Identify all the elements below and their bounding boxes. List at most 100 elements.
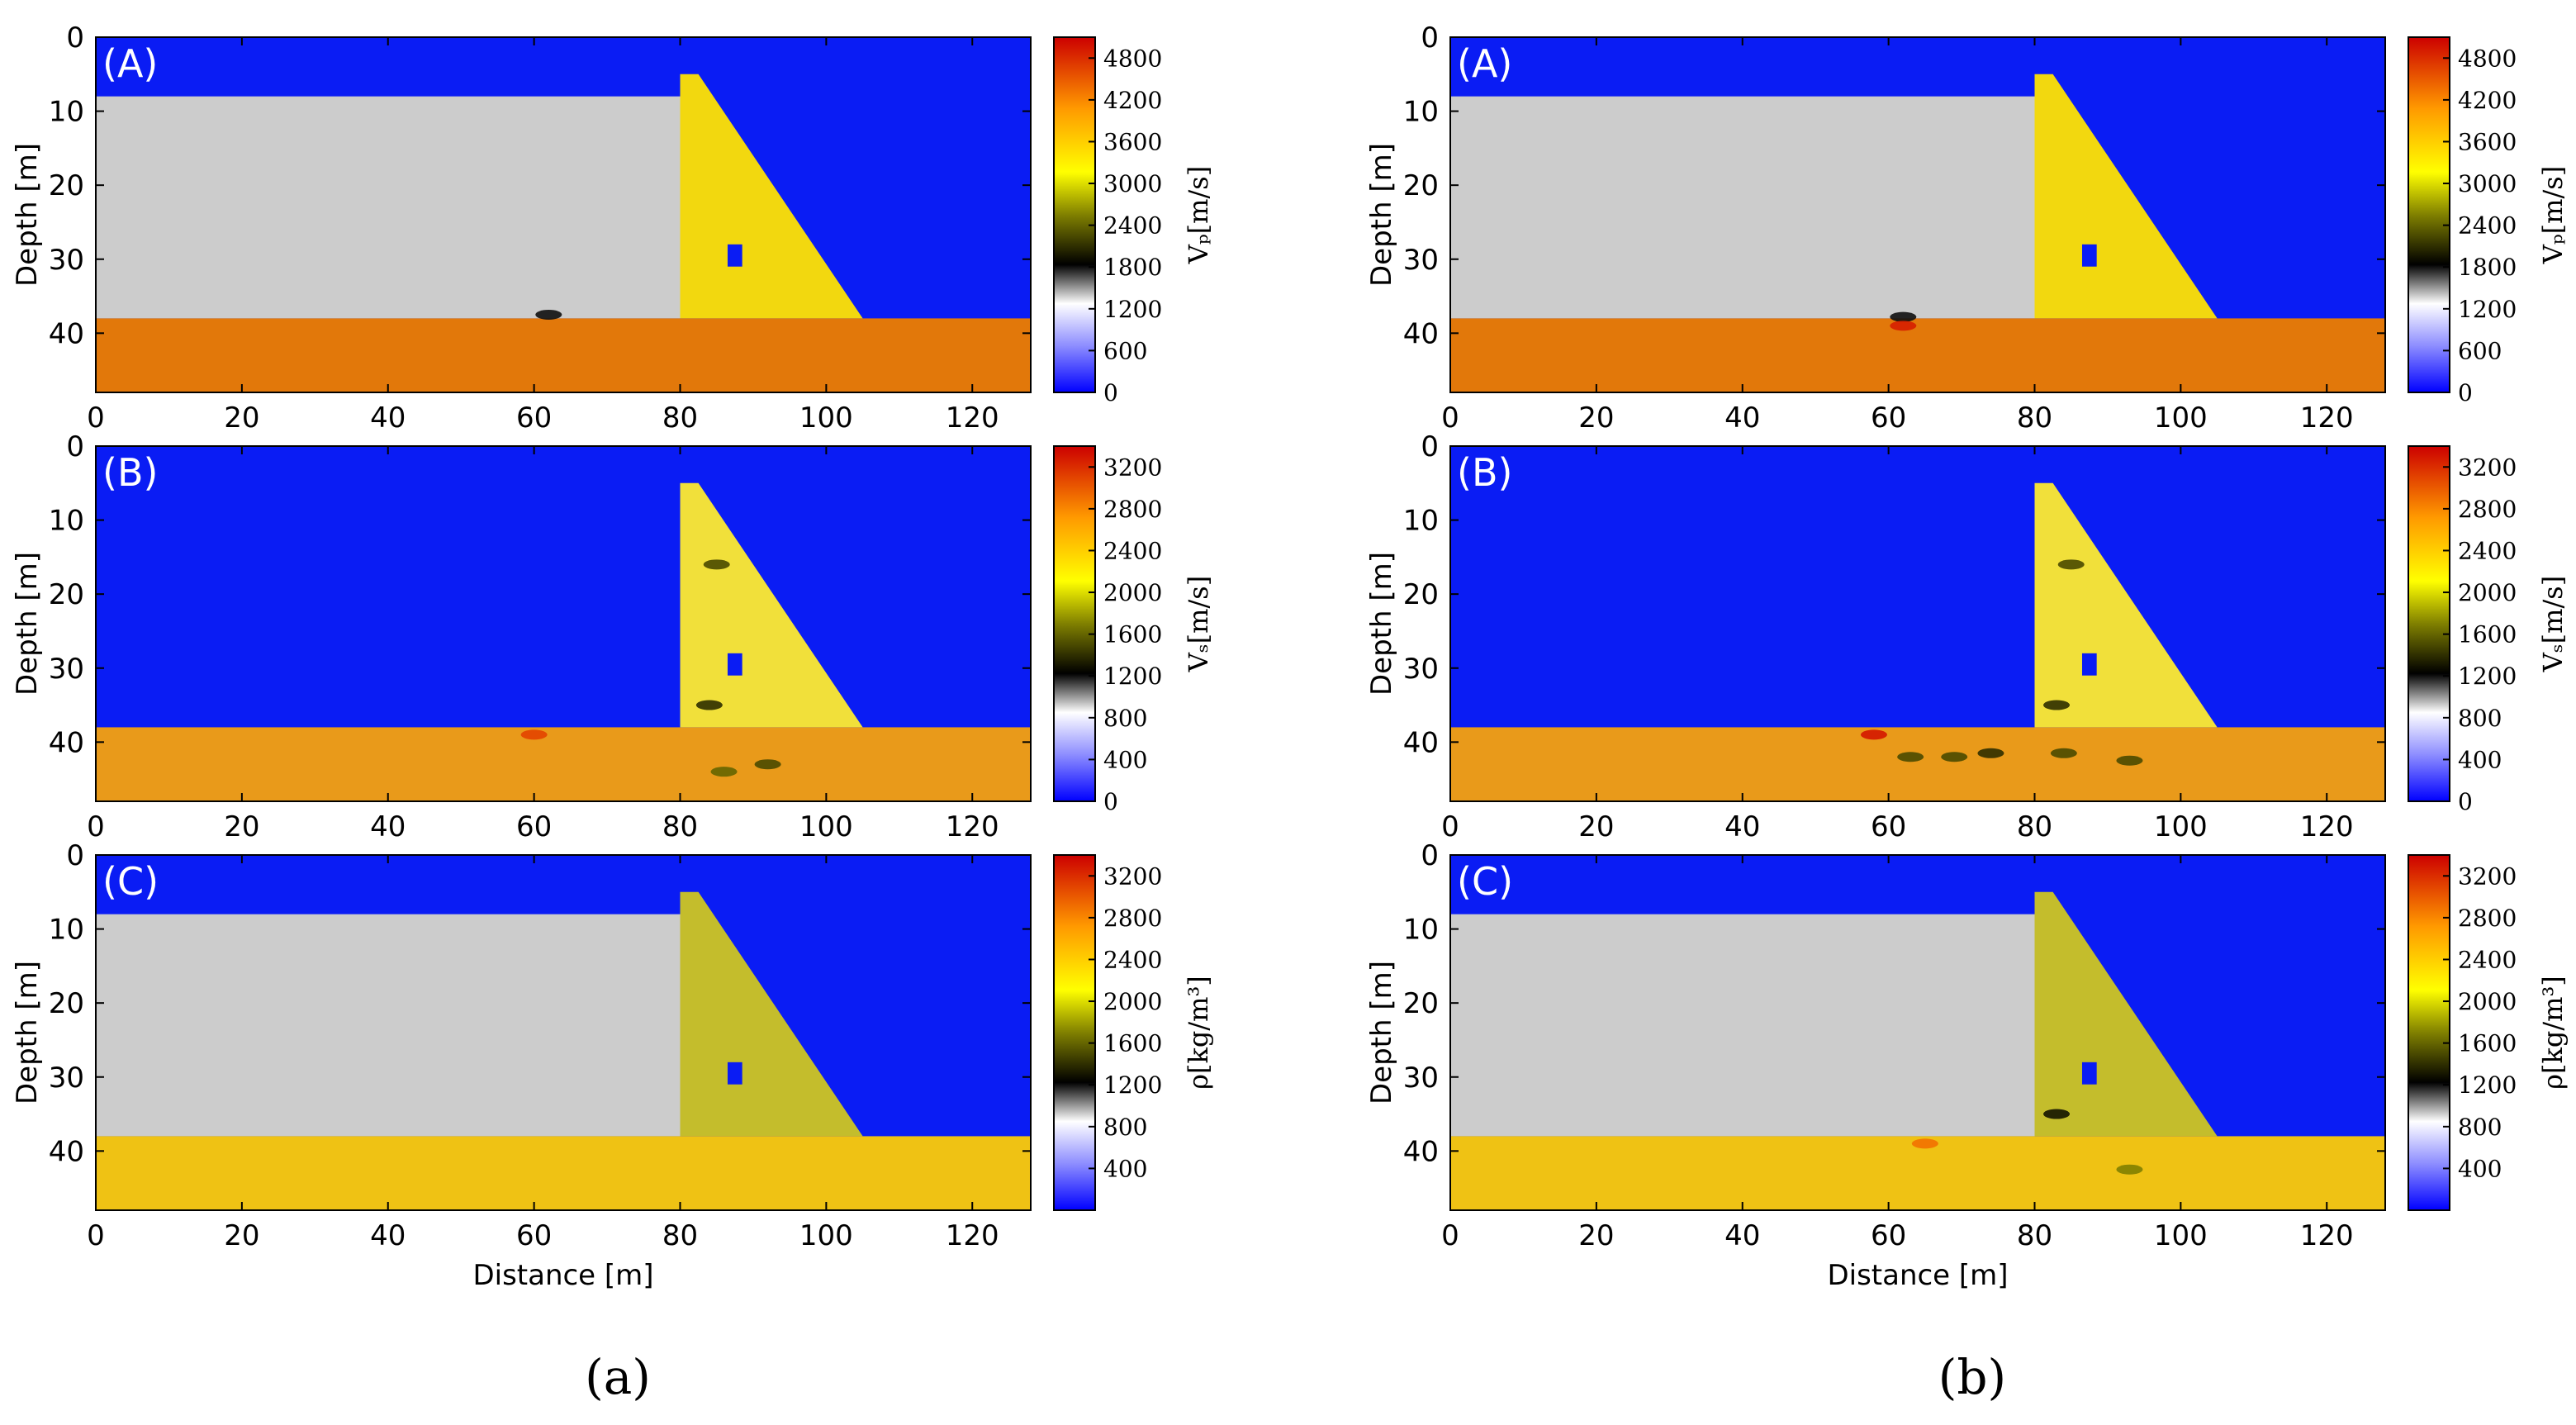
anomaly-mark [520, 729, 548, 740]
colorbar-tick-label: 2800 [1103, 905, 1162, 932]
colorbar-tick-label: 2000 [1103, 988, 1162, 1015]
colorbar-tick-label: 800 [1103, 1114, 1147, 1141]
colorbar-tick-label: 2000 [2458, 579, 2517, 606]
x-tick-label: 60 [1871, 401, 1906, 435]
y-tick-label: 10 [1403, 96, 1439, 129]
panel-label: (C) [1457, 859, 1513, 904]
colorbar-tick-label: 2000 [1103, 579, 1162, 606]
colorbar-label: ρ[kg/m³] [1183, 976, 1214, 1090]
colorbar-tick-label: 1800 [2458, 254, 2517, 281]
y-tick-label: 20 [1403, 987, 1439, 1020]
x-tick-label: 120 [2300, 1219, 2354, 1252]
x-tick-label: 120 [2300, 401, 2354, 435]
y-tick-label: 30 [49, 653, 84, 686]
x-axis-label: Distance [m] [1827, 1259, 2008, 1292]
colorbar-tick-label: 1800 [1103, 254, 1162, 281]
plot-frame [95, 36, 1032, 393]
y-tick-label: 30 [49, 244, 84, 277]
colorbar-tick-label: 1200 [1103, 663, 1162, 690]
y-axis-label: Depth [m] [1365, 552, 1398, 696]
anomaly-mark [754, 759, 781, 770]
colorbar-tick-label: 4200 [1103, 87, 1162, 114]
colorbar-tick-label: 1200 [2458, 296, 2517, 323]
colorbar-tick-label: 3200 [2458, 862, 2517, 890]
panel-label: (B) [1457, 450, 1512, 495]
colorbar-label: Vₛ[m/s] [2537, 576, 2569, 672]
colorbar-tick-label: 400 [1103, 1155, 1147, 1182]
colorbar-tick-label: 800 [2458, 705, 2502, 732]
x-tick-label: 60 [1871, 1219, 1906, 1252]
gallery-void [727, 1062, 742, 1085]
y-axis-label: Depth [m] [1365, 143, 1398, 287]
x-tick-label: 0 [87, 401, 105, 435]
colorbar-tick-label: 2800 [1103, 496, 1162, 523]
colorbar-tick-label: 400 [2458, 746, 2502, 773]
y-tick-label: 20 [49, 578, 84, 611]
y-tick-label: 40 [49, 726, 84, 759]
y-tick-label: 30 [1403, 1062, 1439, 1095]
colorbar-tick-label: 0 [1103, 379, 1118, 406]
bedrock-layer [1450, 1136, 2385, 1210]
colorbar [2408, 445, 2450, 802]
y-tick-label: 0 [66, 430, 84, 463]
y-tick-label: 40 [1403, 726, 1439, 759]
anomaly-mark [2057, 559, 2085, 570]
dam-body [680, 74, 863, 319]
colorbar-tick-label: 1600 [1103, 621, 1162, 648]
x-tick-label: 0 [87, 1219, 105, 1252]
x-tick-label: 40 [1724, 810, 1760, 843]
x-tick-label: 40 [370, 401, 406, 435]
x-tick-label: 80 [662, 401, 698, 435]
x-tick-label: 20 [1578, 401, 1614, 435]
y-tick-label: 40 [49, 1135, 84, 1168]
y-axis-label: Depth [m] [1365, 961, 1398, 1104]
y-tick-label: 10 [1403, 505, 1439, 538]
colorbar-tick-label: 0 [1103, 788, 1118, 815]
reservoir-sediment [1450, 914, 2035, 1137]
colorbar-tick-label: 2000 [2458, 988, 2517, 1015]
gallery-void [2081, 653, 2097, 676]
anomaly-mark [2116, 1164, 2143, 1175]
colorbar-label: Vₚ[m/s] [2537, 166, 2569, 264]
y-tick-label: 20 [49, 169, 84, 202]
anomaly-mark [703, 559, 730, 570]
colorbar-tick-label: 1200 [1103, 296, 1162, 323]
colorbar-tick-label: 0 [2458, 379, 2473, 406]
gallery-void [2081, 244, 2097, 267]
colorbar-tick-label: 3000 [1103, 170, 1162, 197]
y-tick-label: 0 [66, 21, 84, 55]
y-tick-label: 0 [1421, 839, 1439, 872]
colorbar-tick-label: 400 [1103, 746, 1147, 773]
anomaly-mark [2043, 1109, 2071, 1119]
reservoir-sediment [96, 914, 681, 1137]
bedrock-layer [1450, 318, 2385, 392]
anomaly-mark [695, 700, 723, 710]
colorbar-tick-label: 1200 [2458, 1071, 2517, 1099]
y-tick-label: 30 [1403, 244, 1439, 277]
colorbar-tick-label: 800 [1103, 705, 1147, 732]
colorbar [2408, 36, 2450, 393]
x-tick-label: 40 [1724, 1219, 1760, 1252]
anomaly-mark [1977, 748, 2004, 758]
y-tick-label: 40 [1403, 317, 1439, 350]
colorbar-tick-label: 4800 [2458, 45, 2517, 72]
y-tick-label: 20 [49, 987, 84, 1020]
subfigure-label-b: (b) [1938, 1349, 2006, 1405]
x-tick-label: 100 [799, 810, 853, 843]
colorbar-tick-label: 2400 [1103, 212, 1162, 240]
bedrock-layer [96, 727, 1031, 801]
x-tick-label: 120 [946, 401, 999, 435]
x-tick-label: 0 [1441, 1219, 1459, 1252]
y-tick-label: 10 [49, 505, 84, 538]
x-tick-label: 100 [799, 401, 853, 435]
x-tick-label: 80 [662, 1219, 698, 1252]
colorbar-tick-label: 3000 [2458, 170, 2517, 197]
y-tick-label: 0 [66, 839, 84, 872]
colorbar-tick-label: 2400 [2458, 537, 2517, 564]
anomaly-mark [2050, 748, 2077, 758]
y-tick-label: 0 [1421, 430, 1439, 463]
